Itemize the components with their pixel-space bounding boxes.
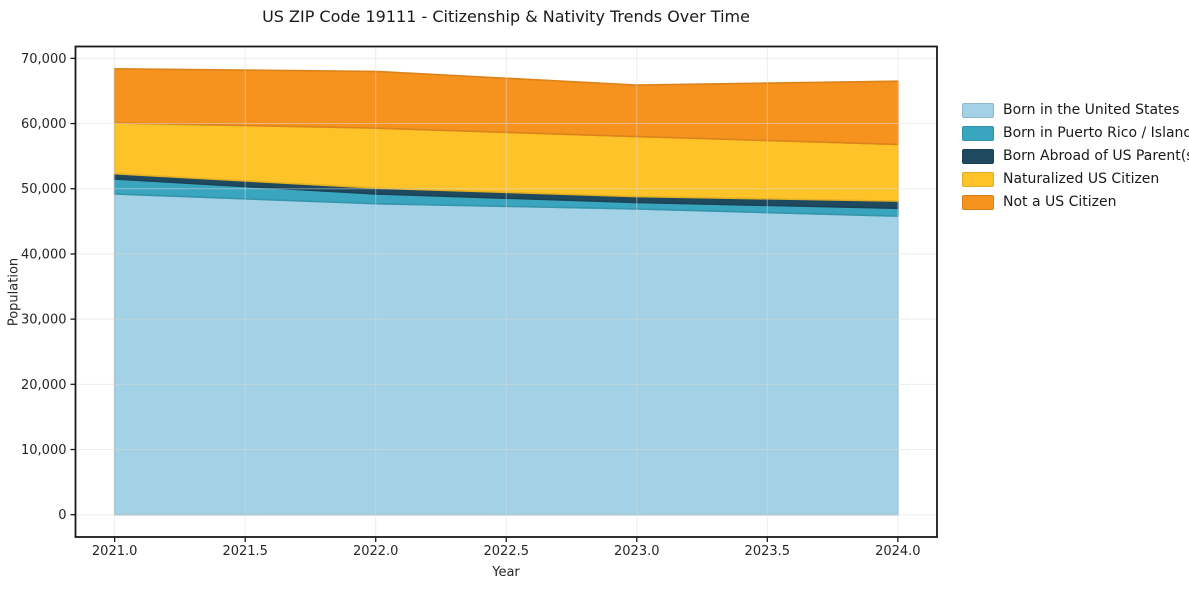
x-tick-label: 2024.0 — [875, 544, 921, 559]
legend-label: Naturalized US Citizen — [1003, 171, 1160, 187]
x-tick-label: 2021.0 — [92, 544, 138, 559]
legend-item-naturalized-us-citizen: Naturalized US Citizen — [962, 172, 1189, 187]
legend-item-born-in-puerto-rico-islands: Born in Puerto Rico / Islands — [962, 126, 1189, 141]
x-axis-label: Year — [492, 565, 520, 580]
chart-title: US ZIP Code 19111 - Citizenship & Nativi… — [262, 7, 750, 26]
legend-item-born-abroad-of-us-parent-s: Born Abroad of US Parent(s) — [962, 149, 1189, 164]
legend-swatch-icon — [962, 195, 994, 210]
legend-swatch-icon — [962, 103, 994, 118]
legend-label: Born in the United States — [1003, 102, 1180, 118]
legend-item-not-a-us-citizen: Not a US Citizen — [962, 195, 1189, 210]
x-tick-label: 2023.5 — [745, 544, 791, 559]
y-tick-label: 30,000 — [21, 313, 67, 328]
legend-label: Not a US Citizen — [1003, 194, 1117, 210]
y-tick-label: 0 — [58, 508, 66, 523]
y-tick-label: 10,000 — [21, 443, 67, 458]
y-tick-label: 70,000 — [21, 52, 67, 67]
legend-swatch-icon — [962, 172, 994, 187]
legend-label: Born Abroad of US Parent(s) — [1003, 148, 1189, 164]
y-axis-label: Population — [6, 257, 22, 327]
legend-label: Born in Puerto Rico / Islands — [1003, 125, 1189, 141]
y-tick-label: 20,000 — [21, 378, 67, 393]
legend: Born in the United States Born in Puerto … — [962, 103, 1189, 218]
legend-item-born-in-the-united-states: Born in the United States — [962, 103, 1189, 118]
y-tick-label: 50,000 — [21, 182, 67, 197]
x-tick-label: 2021.5 — [222, 544, 268, 559]
x-tick-label: 2022.5 — [484, 544, 530, 559]
x-tick-label: 2022.0 — [353, 544, 399, 559]
y-tick-label: 60,000 — [21, 117, 67, 132]
y-tick-label: 40,000 — [21, 247, 67, 262]
legend-swatch-icon — [962, 126, 994, 141]
x-tick-label: 2023.0 — [614, 544, 660, 559]
legend-swatch-icon — [962, 149, 994, 164]
